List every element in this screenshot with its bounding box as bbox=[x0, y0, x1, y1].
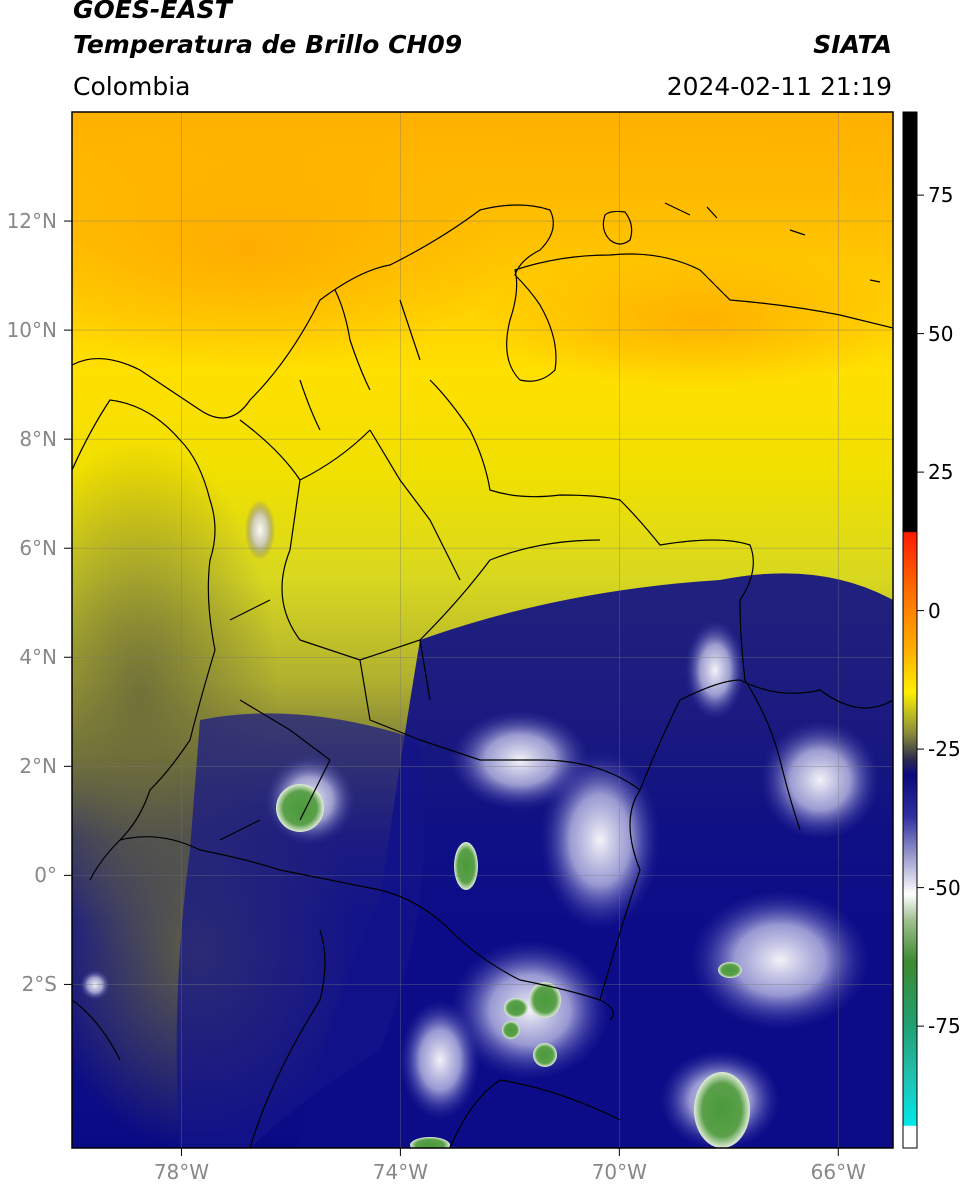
institution-label: SIATA bbox=[813, 30, 892, 59]
political-borders bbox=[72, 202, 893, 1148]
lon-tick-label: 74°W bbox=[372, 1160, 428, 1184]
colorbar-tick-label: 25 bbox=[928, 460, 954, 485]
colorbar-tick-label: -50 bbox=[928, 875, 961, 900]
region-label: Colombia bbox=[73, 72, 191, 101]
lon-tick-label: 70°W bbox=[591, 1160, 647, 1184]
lat-tick-label: 12°N bbox=[6, 209, 57, 234]
lat-tick-label: 2°N bbox=[19, 754, 57, 779]
colorbar-tick-label: 0 bbox=[928, 598, 941, 623]
latitude-axis bbox=[64, 220, 72, 985]
product-title: Temperatura de Brillo CH09 bbox=[73, 30, 463, 59]
map-frame bbox=[71, 111, 894, 1149]
lat-tick-label: 8°N bbox=[19, 427, 57, 452]
colorbar-tick-label: 50 bbox=[928, 321, 954, 346]
lon-tick-label: 78°W bbox=[153, 1160, 210, 1184]
lat-tick-label: 2°S bbox=[21, 972, 57, 997]
lat-tick-label: 0° bbox=[34, 863, 57, 888]
lat-tick-label: 10°N bbox=[6, 318, 57, 343]
lat-tick-label: 4°N bbox=[19, 645, 57, 670]
colorbar-tick-label: -75 bbox=[928, 1014, 961, 1039]
map-gridlines bbox=[72, 112, 893, 1148]
satellite-title: GOES-EAST bbox=[73, 0, 232, 24]
colorbar-tick-label: 75 bbox=[928, 183, 954, 208]
lat-tick-label: 6°N bbox=[19, 536, 57, 561]
datetime-label: 2024-02-11 21:19 bbox=[666, 72, 892, 101]
longitude-axis bbox=[180, 1148, 839, 1156]
lon-tick-label: 66°W bbox=[810, 1160, 866, 1184]
colorbar-ticks bbox=[917, 194, 924, 1027]
colorbar bbox=[902, 111, 918, 1149]
satellite-imagery bbox=[72, 112, 893, 1148]
colorbar-tick-label: -25 bbox=[928, 737, 961, 762]
